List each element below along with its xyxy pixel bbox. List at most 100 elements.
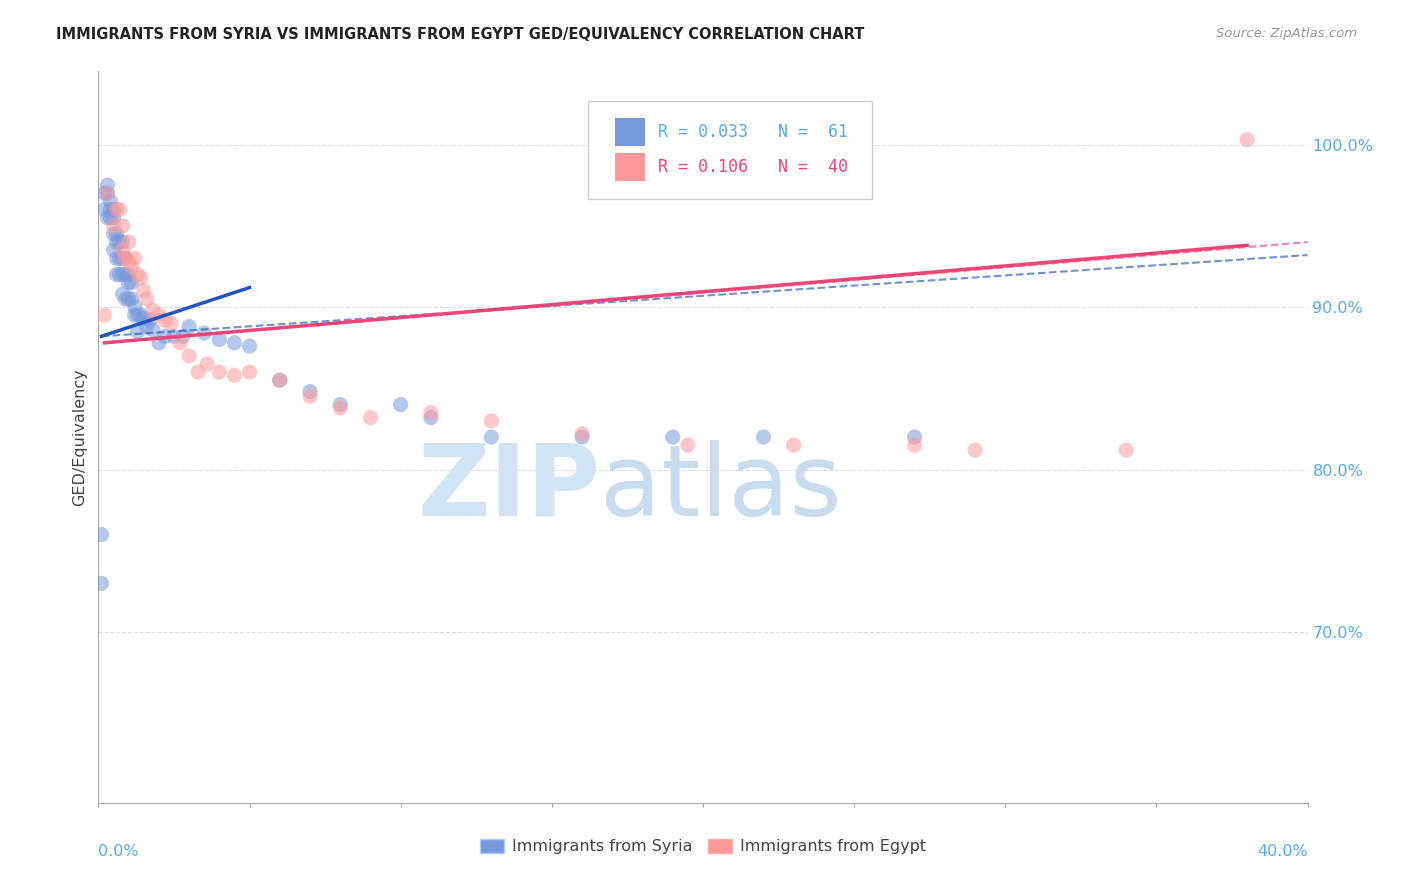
FancyBboxPatch shape	[588, 101, 872, 200]
Point	[114, 252, 136, 266]
Point	[135, 292, 157, 306]
Text: 40.0%: 40.0%	[1257, 845, 1308, 860]
Point	[124, 252, 146, 266]
Bar	[614, 153, 645, 181]
Point	[93, 186, 115, 201]
Point	[783, 438, 806, 452]
Point	[420, 410, 443, 425]
Point	[103, 211, 125, 225]
Point	[111, 219, 134, 233]
Point	[208, 333, 231, 347]
Point	[105, 202, 128, 217]
Point	[93, 308, 115, 322]
Point	[269, 373, 291, 387]
Point	[224, 335, 246, 350]
Point	[1115, 443, 1137, 458]
Legend: Immigrants from Syria, Immigrants from Egypt: Immigrants from Syria, Immigrants from E…	[474, 832, 932, 861]
Point	[142, 323, 165, 337]
Point	[118, 254, 141, 268]
Point	[965, 443, 987, 458]
Text: ZIP: ZIP	[418, 440, 600, 537]
Point	[90, 527, 112, 541]
Point	[129, 308, 152, 322]
Point	[142, 303, 165, 318]
Point	[208, 365, 231, 379]
Point	[127, 308, 149, 322]
Point	[132, 284, 155, 298]
Point	[904, 438, 927, 452]
Point	[105, 227, 128, 241]
Point	[118, 235, 141, 249]
Point	[127, 325, 149, 339]
Point	[124, 300, 146, 314]
Point	[752, 430, 775, 444]
Point	[135, 319, 157, 334]
Point	[100, 211, 122, 225]
Point	[179, 349, 201, 363]
Point	[118, 268, 141, 282]
Point	[118, 292, 141, 306]
Point	[108, 268, 131, 282]
Point	[148, 335, 170, 350]
Point	[96, 186, 118, 201]
Point	[153, 329, 176, 343]
Point	[108, 235, 131, 249]
Point	[90, 576, 112, 591]
Point	[904, 430, 927, 444]
Point	[179, 319, 201, 334]
Point	[329, 401, 352, 415]
Point	[172, 329, 194, 343]
Point	[121, 292, 143, 306]
Y-axis label: GED/Equivalency: GED/Equivalency	[72, 368, 87, 506]
Point	[105, 268, 128, 282]
Point	[153, 313, 176, 327]
Point	[103, 219, 125, 233]
Point	[121, 260, 143, 274]
Point	[111, 235, 134, 249]
Point	[96, 186, 118, 201]
Point	[108, 202, 131, 217]
Point	[481, 430, 503, 444]
Point	[148, 308, 170, 322]
Point	[661, 430, 683, 444]
Point	[103, 243, 125, 257]
Text: R = 0.033   N =  61: R = 0.033 N = 61	[658, 123, 848, 141]
Point	[360, 410, 382, 425]
Point	[224, 368, 246, 383]
Point	[420, 406, 443, 420]
Point	[124, 308, 146, 322]
Text: IMMIGRANTS FROM SYRIA VS IMMIGRANTS FROM EGYPT GED/EQUIVALENCY CORRELATION CHART: IMMIGRANTS FROM SYRIA VS IMMIGRANTS FROM…	[56, 27, 865, 42]
Point	[139, 313, 162, 327]
Point	[329, 398, 352, 412]
Point	[571, 430, 593, 444]
Bar	[614, 118, 645, 146]
Point	[129, 270, 152, 285]
Point	[111, 287, 134, 301]
Point	[96, 211, 118, 225]
Point	[132, 311, 155, 326]
Text: Source: ZipAtlas.com: Source: ZipAtlas.com	[1216, 27, 1357, 40]
Point	[193, 326, 215, 340]
Point	[111, 252, 134, 266]
Point	[299, 389, 322, 403]
Point	[114, 268, 136, 282]
Point	[100, 202, 122, 217]
Point	[269, 373, 291, 387]
Point	[187, 365, 209, 379]
Point	[111, 243, 134, 257]
Point	[121, 276, 143, 290]
Point	[100, 194, 122, 209]
Point	[195, 357, 218, 371]
Point	[163, 329, 186, 343]
Point	[108, 252, 131, 266]
Point	[389, 398, 412, 412]
Point	[239, 339, 262, 353]
Point	[169, 335, 191, 350]
Point	[105, 252, 128, 266]
Text: R = 0.106   N =  40: R = 0.106 N = 40	[658, 158, 848, 177]
Point	[118, 276, 141, 290]
Point	[571, 426, 593, 441]
Point	[105, 235, 128, 249]
Text: atlas: atlas	[600, 440, 842, 537]
Point	[676, 438, 699, 452]
